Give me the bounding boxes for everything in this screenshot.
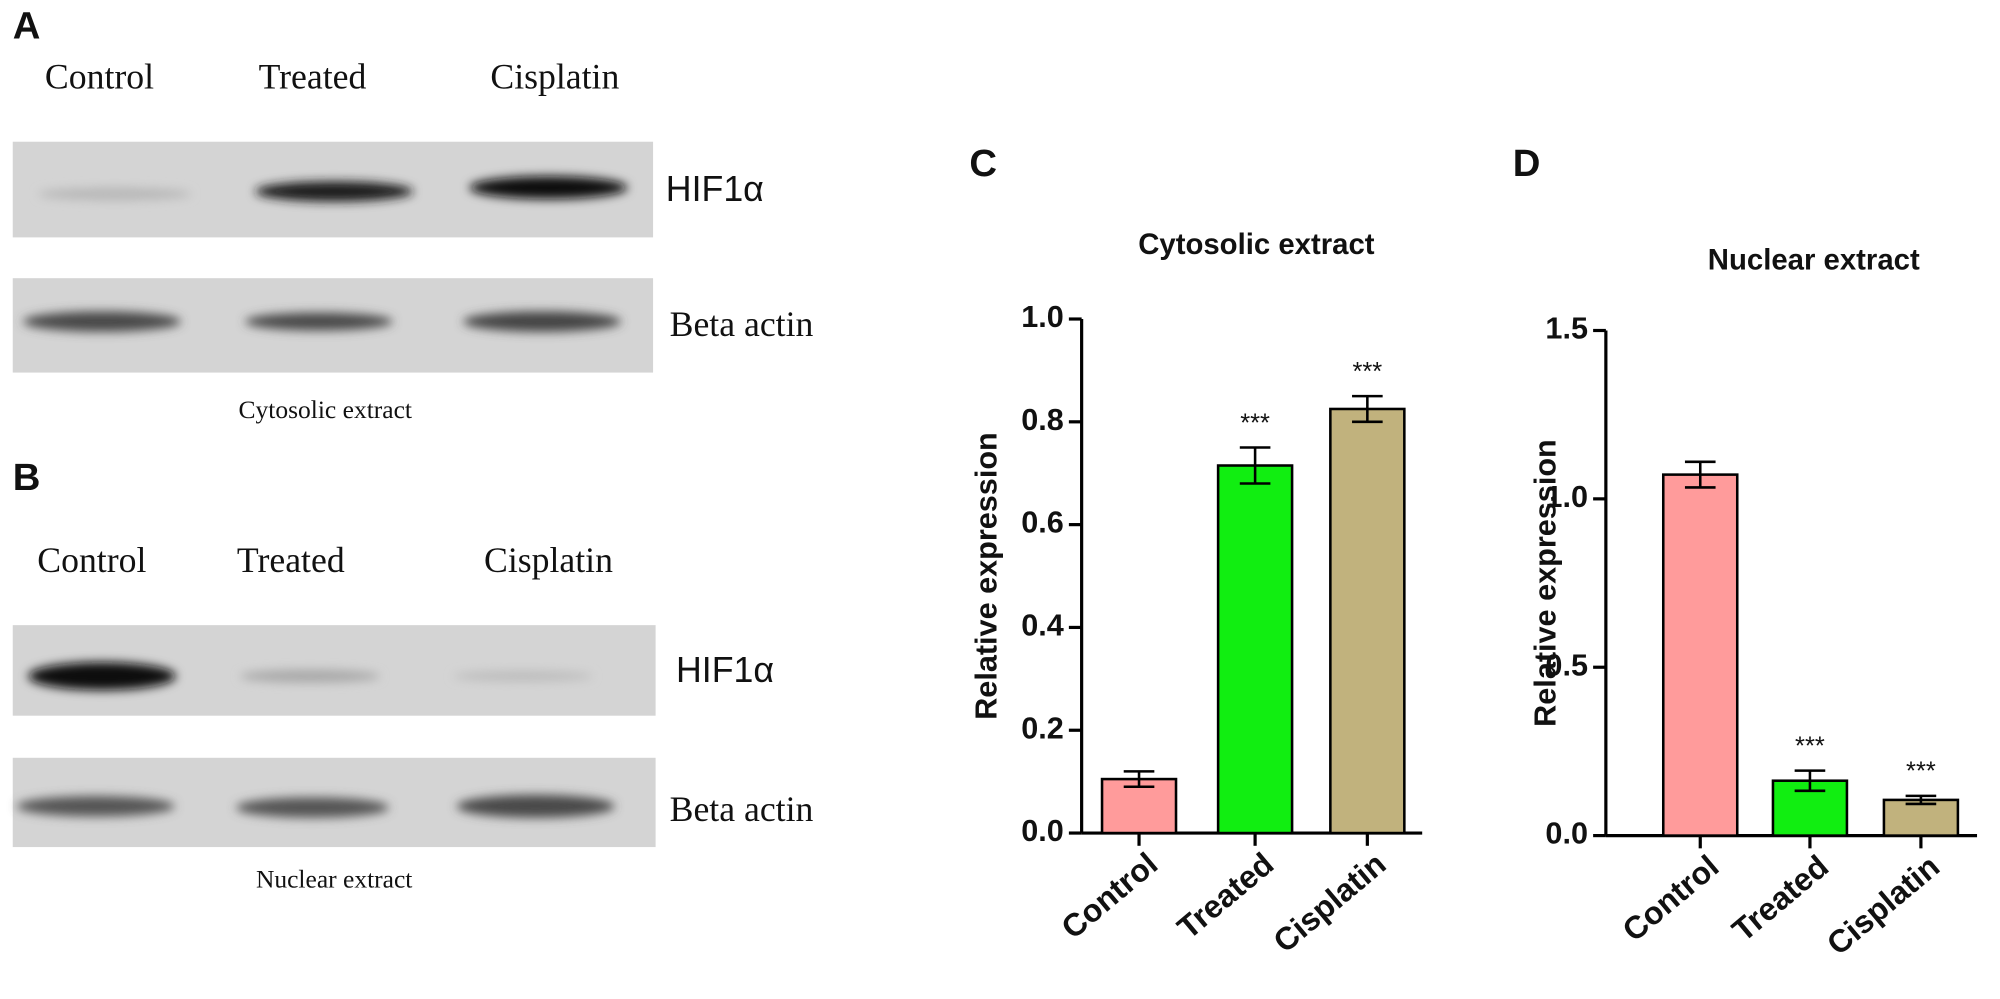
panel-label: C bbox=[969, 142, 997, 185]
significance-label: *** bbox=[1795, 732, 1825, 760]
y-tick-label: 0.0 bbox=[1545, 817, 1588, 851]
band-label: Beta actin bbox=[670, 304, 814, 344]
bar bbox=[1216, 464, 1294, 835]
y-tick-label: 1.5 bbox=[1545, 312, 1588, 346]
blot bbox=[12, 757, 656, 848]
y-axis-label: Relative expression bbox=[1528, 439, 1562, 727]
x-tick-label: Cisplatin bbox=[1266, 845, 1392, 959]
blot-caption: Nuclear extract bbox=[256, 864, 412, 893]
bar bbox=[1661, 473, 1739, 837]
lane-label: Cisplatin bbox=[484, 540, 613, 580]
y-tick-label: 0.0 bbox=[1021, 814, 1064, 848]
panel-label: D bbox=[1513, 142, 1541, 185]
x-tick-label: Treated bbox=[1725, 848, 1835, 948]
x-tick-label: Control bbox=[1054, 845, 1164, 945]
y-tick-label: 1.0 bbox=[1545, 480, 1588, 514]
significance-label: *** bbox=[1352, 358, 1382, 386]
bar bbox=[1329, 407, 1406, 835]
lane-label: Control bbox=[45, 57, 154, 97]
y-tick-label: 0.8 bbox=[1021, 403, 1064, 437]
y-tick-label: 0.2 bbox=[1021, 711, 1064, 745]
error-bar bbox=[1794, 769, 1826, 793]
error-bar bbox=[1239, 446, 1271, 485]
y-tick-label: 1.0 bbox=[1021, 300, 1064, 334]
blot-caption: Cytosolic extract bbox=[239, 395, 413, 424]
y-axis-label: Relative expression bbox=[970, 432, 1004, 720]
lane-label: Treated bbox=[237, 540, 345, 580]
significance-label: *** bbox=[1240, 409, 1270, 437]
y-tick-label: 0.6 bbox=[1021, 506, 1064, 540]
x-tick-label: Control bbox=[1616, 848, 1726, 948]
lane-label: Control bbox=[37, 540, 146, 580]
bar bbox=[1882, 798, 1960, 837]
lane-label: Treated bbox=[259, 57, 367, 97]
error-bar bbox=[1352, 394, 1383, 424]
chart-title: Nuclear extract bbox=[1708, 243, 1920, 276]
blot bbox=[12, 278, 654, 373]
error-bar bbox=[1684, 460, 1716, 489]
x-tick-label: Cisplatin bbox=[1820, 848, 1946, 962]
band-label: HIF1α bbox=[676, 650, 774, 690]
panel-label: B bbox=[13, 456, 41, 499]
error-bar bbox=[1123, 770, 1155, 789]
chart-title: Cytosolic extract bbox=[1138, 228, 1375, 261]
band-label: HIF1α bbox=[666, 169, 764, 209]
lane-label: Cisplatin bbox=[490, 57, 619, 97]
x-tick-label: Treated bbox=[1170, 845, 1280, 945]
error-bar bbox=[1905, 794, 1937, 806]
y-tick-label: 0.5 bbox=[1545, 648, 1588, 682]
blot bbox=[12, 141, 654, 238]
panel-label: A bbox=[13, 4, 41, 47]
band-label: Beta actin bbox=[670, 789, 814, 829]
significance-label: *** bbox=[1906, 758, 1936, 786]
y-tick-label: 0.4 bbox=[1021, 609, 1064, 643]
blot bbox=[12, 625, 656, 716]
